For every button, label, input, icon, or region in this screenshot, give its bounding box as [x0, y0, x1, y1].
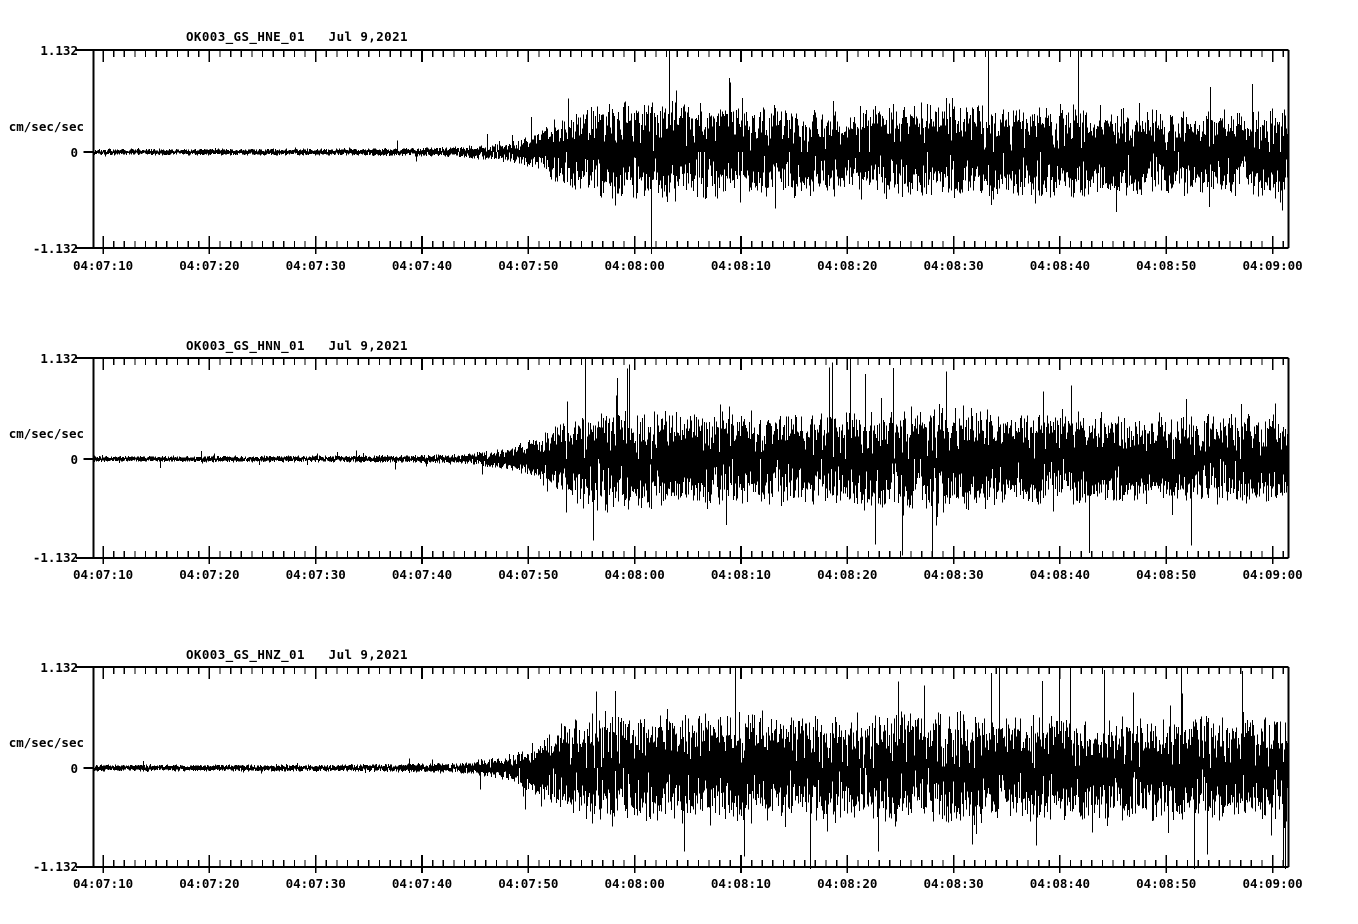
x-tick-label: 04:08:50 — [1136, 876, 1197, 891]
x-tick-label: 04:08:40 — [1029, 567, 1091, 582]
y-tick-max-hnz: 1.132 — [40, 660, 78, 675]
x-tick-label: 04:08:20 — [817, 876, 878, 891]
panel-title-hnz: OK003_GS_HNZ_01 Jul 9,2021 — [186, 647, 408, 662]
x-tick-label: 04:07:10 — [72, 567, 134, 582]
y-tick-max-hnn: 1.132 — [40, 351, 78, 366]
y-axis-unit-label-hnz: cm/sec/sec — [8, 735, 84, 750]
x-tick-label: 04:08:10 — [710, 258, 772, 273]
x-tick-label: 04:07:40 — [391, 876, 453, 891]
x-tick-label: 04:08:50 — [1136, 258, 1197, 273]
x-tick-label: 04:08:10 — [710, 567, 772, 582]
x-tick-label: 04:08:00 — [604, 258, 665, 273]
x-tick-label: 04:08:30 — [923, 876, 984, 891]
y-axis-unit-label-hnn: cm/sec/sec — [8, 426, 84, 441]
x-tick-label: 04:07:10 — [72, 876, 134, 891]
y-tick-zero-hnz: 0 — [70, 761, 78, 776]
waveform-plot-hne — [76, 49, 1290, 254]
x-tick-label: 04:07:50 — [498, 258, 559, 273]
waveform-plot-hnz — [76, 666, 1290, 873]
y-axis-unit-label-hne: cm/sec/sec — [8, 119, 84, 134]
x-tick-label: 04:07:50 — [498, 876, 559, 891]
x-tick-label: 04:09:00 — [1242, 258, 1303, 273]
panel-title-hnn: OK003_GS_HNN_01 Jul 9,2021 — [186, 338, 408, 353]
x-tick-label: 04:08:50 — [1136, 567, 1197, 582]
y-tick-min-hne: -1.132 — [32, 241, 78, 256]
x-tick-label: 04:07:30 — [285, 876, 346, 891]
y-tick-min-hnz: -1.132 — [32, 859, 78, 874]
x-tick-label: 04:07:20 — [179, 567, 240, 582]
waveform-trace-hnz — [93, 667, 1289, 869]
x-tick-label: 04:08:20 — [817, 567, 878, 582]
y-tick-zero-hne: 0 — [70, 145, 78, 160]
x-tick-label: 04:08:20 — [817, 258, 878, 273]
x-tick-label: 04:07:40 — [391, 258, 453, 273]
x-tick-label: 04:07:20 — [179, 258, 240, 273]
panel-title-hne: OK003_GS_HNE_01 Jul 9,2021 — [186, 29, 408, 44]
x-tick-label: 04:07:40 — [391, 567, 453, 582]
x-tick-label: 04:08:30 — [923, 258, 984, 273]
x-tick-label: 04:08:00 — [604, 876, 665, 891]
x-tick-label: 04:07:10 — [72, 258, 134, 273]
waveform-plot-hnn — [76, 357, 1290, 564]
x-tick-label: 04:08:40 — [1029, 258, 1091, 273]
x-tick-label: 04:09:00 — [1242, 876, 1303, 891]
x-tick-label: 04:07:20 — [179, 876, 240, 891]
waveform-trace-hnn — [93, 358, 1289, 557]
y-tick-min-hnn: -1.132 — [32, 550, 78, 565]
x-tick-label: 04:08:10 — [710, 876, 772, 891]
x-tick-label: 04:07:30 — [285, 567, 346, 582]
x-tick-label: 04:08:30 — [923, 567, 984, 582]
x-tick-label: 04:07:50 — [498, 567, 559, 582]
y-tick-max-hne: 1.132 — [40, 43, 78, 58]
x-tick-label: 04:08:00 — [604, 567, 665, 582]
x-tick-label: 04:09:00 — [1242, 567, 1303, 582]
x-tick-label: 04:07:30 — [285, 258, 346, 273]
x-tick-label: 04:08:40 — [1029, 876, 1091, 891]
waveform-trace-hne — [93, 50, 1289, 254]
y-tick-zero-hnn: 0 — [70, 452, 78, 467]
